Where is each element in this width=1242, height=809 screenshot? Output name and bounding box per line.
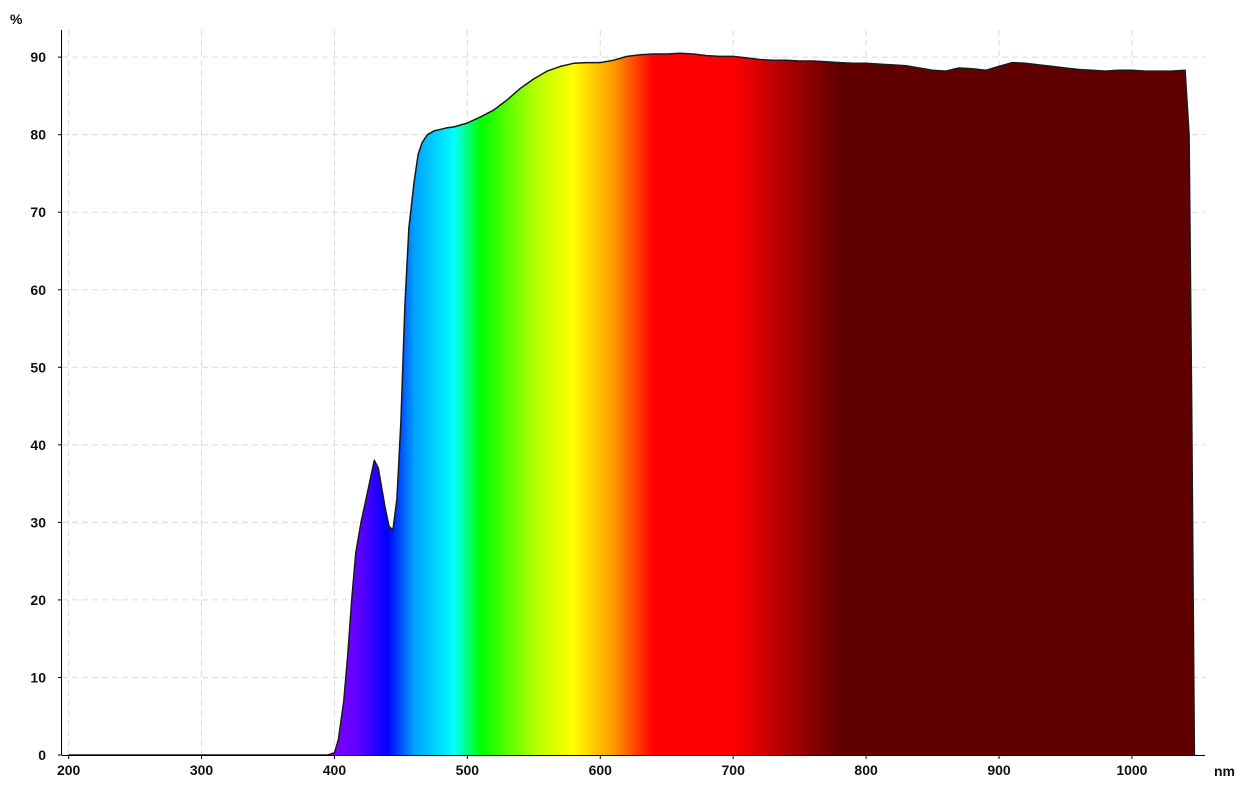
x-unit-label: nm xyxy=(1214,763,1235,779)
x-tick-label: 600 xyxy=(589,762,613,778)
spectrum-fill-area xyxy=(68,53,1195,756)
axes xyxy=(61,30,1205,756)
y-tick-label: 50 xyxy=(30,359,46,375)
y-tick-label: 10 xyxy=(30,669,46,685)
y-tick-label: 20 xyxy=(30,592,46,608)
y-tick-label: 0 xyxy=(38,747,46,763)
y-tick-label: 30 xyxy=(30,514,46,530)
y-tick-label: 70 xyxy=(30,204,46,220)
x-tick-label: 700 xyxy=(722,762,746,778)
x-tick-label: 300 xyxy=(190,762,214,778)
x-tick-label: 800 xyxy=(854,762,878,778)
transmission-curve xyxy=(68,52,1196,756)
x-tick-label: 200 xyxy=(57,762,81,778)
y-tick-label: 90 xyxy=(30,49,46,65)
data-area xyxy=(68,52,1196,756)
y-tick-label: 60 xyxy=(30,282,46,298)
x-tick-label: 900 xyxy=(987,762,1011,778)
x-tick-label: 400 xyxy=(323,762,347,778)
x-tick-label: 500 xyxy=(456,762,480,778)
x-tick-label: 1000 xyxy=(1116,762,1147,778)
y-tick-label: 80 xyxy=(30,127,46,143)
y-tick-label: 40 xyxy=(30,437,46,453)
y-unit-label: % xyxy=(10,11,23,27)
tick-labels: 200 300 400 500 600 700 800 900 1000 0 10 20 30 40 50 6… xyxy=(30,49,1147,778)
